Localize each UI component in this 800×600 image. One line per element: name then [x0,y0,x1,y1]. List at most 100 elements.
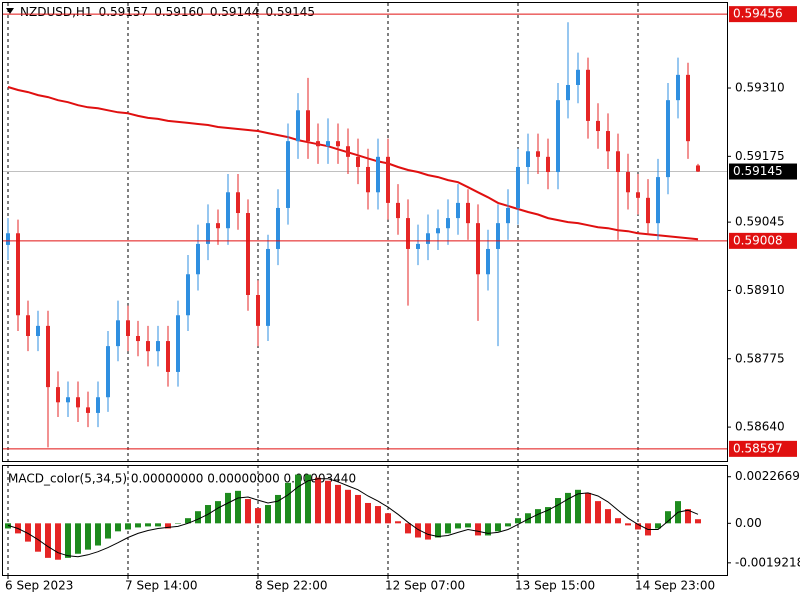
macd-bar [105,523,111,539]
macd-bar [315,477,321,524]
macd-bar [375,506,381,524]
candle-body [6,233,10,245]
macd-bar [265,505,271,524]
candle-body [696,165,700,172]
y-tick-label: 0.58775 [735,351,785,365]
macd-bar [565,492,571,524]
candle-body [156,341,160,352]
candle-body [316,141,320,147]
candle-body [86,407,90,413]
candle-body [266,248,270,326]
candle-body [366,166,370,193]
macd-bar [665,511,671,524]
macd-bar [175,523,181,524]
candle-body [586,69,590,121]
macd-bar [145,523,151,527]
price-level-tag [729,440,797,457]
macd-bar [255,508,261,524]
macd-bar [605,509,611,524]
macd-bar [435,523,441,538]
y-tick-label: 0.59175 [735,149,785,163]
macd-bar [585,492,591,524]
moving-average [7,86,699,241]
y-tick-label: 0.58640 [735,420,785,434]
candle-body [186,274,190,316]
macd-title: MACD_color(5,34,5) 0.00000000 0.00000000… [8,472,356,486]
macd-bar [65,523,71,558]
candle-body [506,207,510,224]
candle-body [36,325,40,336]
macd-bar [615,518,621,524]
macd-bar [165,523,171,529]
candle-body [466,202,470,224]
macd-bar [325,480,331,524]
current-price-label: 0.59145 [733,164,783,178]
x-tick-label: 7 Sep 14:00 [125,579,197,593]
y-tick-label: 0.58910 [735,283,785,297]
candle-body [256,295,260,326]
macd-bar [275,494,281,524]
macd-bar [635,523,641,530]
macd-bar [285,482,291,524]
macd-bar [415,523,421,538]
candle-body [26,315,30,336]
candle-body [176,315,180,372]
macd-bar [225,492,231,524]
macd-y-tick-label: -0.0019218 [735,555,800,569]
y-tick-label: 0.59310 [735,81,785,95]
macd-bar [75,523,81,554]
macd-bar [45,523,51,558]
macd-bar [295,474,301,524]
macd-bar [185,518,191,524]
macd-bar [305,474,311,524]
candle-body [636,192,640,198]
candle-body [276,207,280,249]
macd-bar [35,523,41,552]
candle-body [396,202,400,219]
candle-body [376,156,380,193]
macd-bar [625,523,631,526]
x-tick-label: 12 Sep 07:00 [385,579,465,593]
macd-bar [555,498,561,524]
macd-bar [55,523,61,560]
macd-bar [385,513,391,524]
candle-body [686,74,690,142]
symbol: NZDUSD,H1 [20,5,93,19]
candle-body [606,131,610,152]
candle-body [386,156,390,203]
candle-body [596,120,600,132]
candle-body [196,243,200,275]
macd-bar [245,499,251,524]
macd-bar [395,521,401,524]
candle-body [516,166,520,208]
macd-bar [365,502,371,524]
ohlc-value: 0.59157 [99,5,149,19]
candle-body [226,192,230,229]
macd-bar [215,501,221,524]
macd-bar [575,489,581,524]
candle-body [556,100,560,173]
macd-bar [535,509,541,524]
candle-body [666,100,670,178]
y-tick-label: 0.59045 [735,215,785,229]
current-price-tag [729,163,797,180]
macd-bar [345,489,351,524]
candle-body [486,248,490,275]
candle-body [406,218,410,249]
candle-body [76,397,80,408]
price-level-tag [729,232,797,249]
candle-body [216,223,220,229]
candle-body [46,325,50,388]
macd-bar [495,523,501,532]
candle-body [456,202,460,219]
macd-bar [195,511,201,524]
candle-body [126,320,130,336]
macd-bar [655,523,661,529]
x-tick-label: 8 Sep 22:00 [255,579,327,593]
macd-bar [355,494,361,524]
candle-body [136,335,140,342]
candle-body [426,233,430,244]
macd-bar [155,523,161,527]
